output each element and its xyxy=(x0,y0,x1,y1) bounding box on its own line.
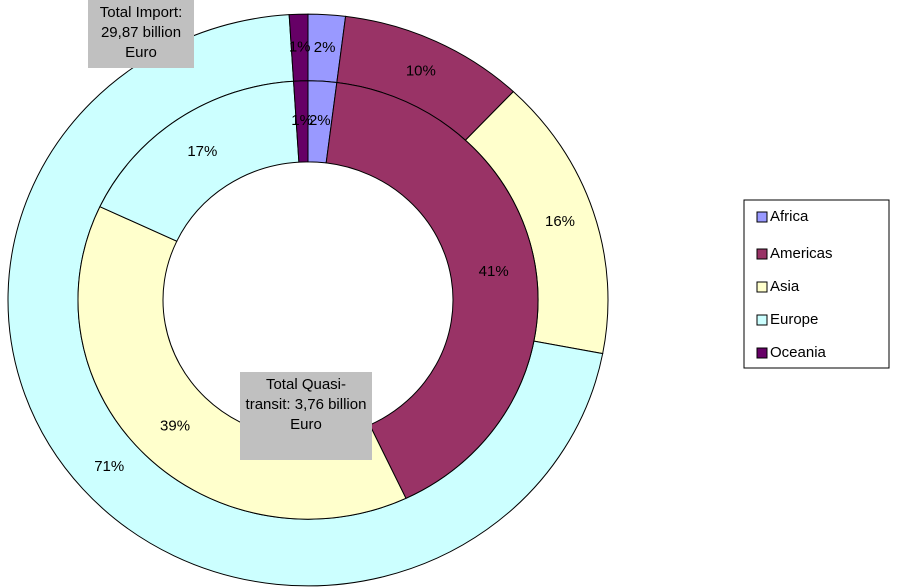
data-label: 17% xyxy=(187,143,217,160)
legend-box xyxy=(743,199,890,369)
legend-swatch xyxy=(756,314,768,326)
slice xyxy=(325,81,539,499)
data-label: 16% xyxy=(545,213,575,230)
data-label: 2% xyxy=(314,39,336,56)
legend-swatch xyxy=(756,211,768,223)
legend-label: Asia xyxy=(770,278,800,295)
legend-swatch xyxy=(756,347,768,359)
data-label: 1% xyxy=(291,112,313,129)
legend-label: Africa xyxy=(770,208,809,225)
annotation: Total Import: 29,87 billion Euro xyxy=(88,0,194,68)
data-label: 71% xyxy=(94,458,124,475)
annotation: Total Quasi-transit: 3,76 billion Euro xyxy=(240,372,372,460)
data-label: 1% xyxy=(289,39,311,56)
legend-swatch xyxy=(756,281,768,293)
legend-label: Europe xyxy=(770,311,818,328)
slice xyxy=(293,80,309,163)
data-label: 39% xyxy=(160,418,190,435)
legend-label: Oceania xyxy=(770,344,827,361)
data-label: 41% xyxy=(479,263,509,280)
legend-swatch xyxy=(756,248,768,260)
legend-label: Americas xyxy=(770,245,833,262)
data-label: 10% xyxy=(406,62,436,79)
data-label: 2% xyxy=(309,112,331,129)
